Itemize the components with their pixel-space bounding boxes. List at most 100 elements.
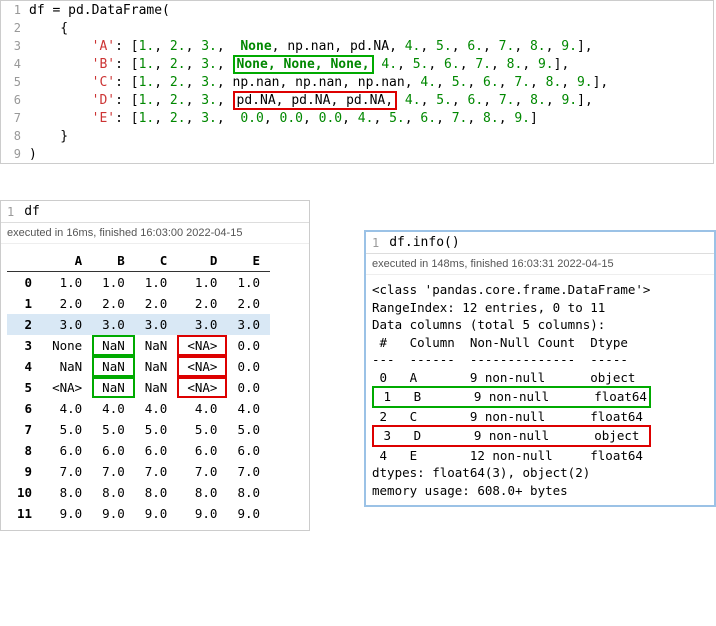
table-header: B [92, 250, 135, 272]
code-token: , [483, 39, 499, 54]
code-token: , np.nan, np.nan, np.nan, [217, 75, 421, 90]
execution-info: executed in 16ms, finished 16:03:00 2022… [1, 223, 309, 244]
code-token: 8. [530, 93, 546, 108]
code-token: { [29, 21, 68, 36]
info-line: # Column Non-Null Count Dtype [372, 334, 708, 352]
code-token: 3. [201, 57, 217, 72]
code-token: 8. [530, 39, 546, 54]
table-row: 108.08.08.08.08.0 [7, 482, 270, 503]
line-number: 5 [1, 75, 29, 89]
code-line[interactable]: 3 'A': [1., 2., 3., None, np.nan, pd.NA,… [1, 37, 713, 55]
code-token: 8. [507, 57, 523, 72]
code-token: , [561, 75, 577, 90]
code-token: 'D' [92, 93, 115, 108]
code-token: , [514, 39, 530, 54]
table-row: 75.05.05.05.05.0 [7, 419, 270, 440]
code-editor[interactable]: 1df = pd.DataFrame(2 {3 'A': [1., 2., 3.… [0, 0, 714, 164]
code-token: ) [29, 147, 37, 162]
code-token: ], [593, 75, 609, 90]
code-content[interactable]: } [29, 129, 713, 144]
code-line[interactable]: 4 'B': [1., 2., 3., None, None, None, 4.… [1, 55, 713, 73]
code-line[interactable]: 6 'D': [1., 2., 3., pd.NA, pd.NA, pd.NA,… [1, 91, 713, 109]
table-cell: <NA> [177, 377, 227, 398]
code-token: 6. [467, 39, 483, 54]
code-token: , [405, 111, 421, 126]
code-line[interactable]: 9) [1, 145, 713, 163]
table-cell: <NA> [177, 335, 227, 356]
code-token: 2. [170, 57, 186, 72]
df-output-panel: 1 df executed in 16ms, finished 16:03:00… [0, 200, 310, 531]
code-token: , [436, 111, 452, 126]
line-number: 7 [1, 111, 29, 125]
table-cell: 9.0 [227, 503, 270, 524]
code-token: 'A' [92, 39, 115, 54]
code-token: , [460, 57, 476, 72]
code-token: 5. [413, 57, 429, 72]
code-token: 3. [201, 111, 217, 126]
code-line[interactable]: 1df = pd.DataFrame( [1, 1, 713, 19]
code-line[interactable]: 5 'C': [1., 2., 3., np.nan, np.nan, np.n… [1, 73, 713, 91]
code-content[interactable]: ) [29, 147, 713, 162]
code-token: ] [530, 111, 538, 126]
table-cell: 7.0 [227, 461, 270, 482]
table-row: 3NoneNaNNaN<NA>0.0 [7, 335, 270, 356]
code-line[interactable]: 7 'E': [1., 2., 3., 0.0, 0.0, 0.0, 4., 5… [1, 109, 713, 127]
row-index: 5 [7, 377, 42, 398]
line-number: 1 [1, 3, 29, 17]
table-cell: 5.0 [92, 419, 135, 440]
info-line: RangeIndex: 12 entries, 0 to 11 [372, 299, 708, 317]
code-content[interactable]: 'D': [1., 2., 3., pd.NA, pd.NA, pd.NA, 4… [29, 93, 713, 108]
code-content[interactable]: 'E': [1., 2., 3., 0.0, 0.0, 0.0, 4., 5.,… [29, 111, 713, 126]
table-row: 97.07.07.07.07.0 [7, 461, 270, 482]
info-line: memory usage: 608.0+ bytes [372, 482, 708, 500]
cell-code[interactable]: df.info() [389, 235, 459, 250]
code-token: , [428, 57, 444, 72]
code-token: ], [554, 57, 570, 72]
code-token: 6. [444, 57, 460, 72]
code-line[interactable]: 2 { [1, 19, 713, 37]
code-content[interactable]: 'C': [1., 2., 3., np.nan, np.nan, np.nan… [29, 75, 713, 90]
table-cell: 6.0 [135, 440, 178, 461]
table-cell: 2.0 [92, 293, 135, 314]
code-token: 9. [577, 75, 593, 90]
code-token: 9. [538, 57, 554, 72]
cell-code[interactable]: df [24, 204, 40, 219]
code-token: 4. [358, 111, 374, 126]
code-token: 1. [139, 111, 155, 126]
table-cell: 2.0 [227, 293, 270, 314]
row-index: 0 [7, 272, 42, 294]
code-content[interactable]: 'A': [1., 2., 3., None, np.nan, pd.NA, 4… [29, 39, 713, 54]
code-content[interactable]: { [29, 21, 713, 36]
code-token: , [264, 111, 280, 126]
table-row: 86.06.06.06.06.0 [7, 440, 270, 461]
line-number: 8 [1, 129, 29, 143]
row-index: 1 [7, 293, 42, 314]
info-line: Data columns (total 5 columns): [372, 316, 708, 334]
table-cell: 0.0 [227, 356, 270, 377]
code-token: , [397, 57, 413, 72]
code-token: , [499, 75, 515, 90]
code-content[interactable]: 'B': [1., 2., 3., None, None, None, 4., … [29, 57, 713, 72]
code-token: : [ [115, 93, 138, 108]
code-token: 7. [475, 57, 491, 72]
code-token: , [154, 75, 170, 90]
table-cell: 4.0 [227, 398, 270, 419]
code-token: , [342, 111, 358, 126]
table-cell: NaN [135, 335, 178, 356]
code-token: 1. [139, 39, 155, 54]
code-token: 7. [452, 111, 468, 126]
code-line[interactable]: 8 } [1, 127, 713, 145]
row-index: 6 [7, 398, 42, 419]
info-line: 2 C 9 non-null float64 [372, 408, 708, 426]
code-token: , [522, 57, 538, 72]
code-token: , [217, 57, 233, 72]
row-index: 8 [7, 440, 42, 461]
table-cell: 5.0 [227, 419, 270, 440]
code-content[interactable]: df = pd.DataFrame( [29, 3, 713, 18]
code-token: 2. [170, 39, 186, 54]
table-cell: 8.0 [177, 482, 227, 503]
code-token: 5. [452, 75, 468, 90]
code-token: , [186, 111, 202, 126]
row-index: 11 [7, 503, 42, 524]
code-token: , np.nan, pd.NA, [272, 39, 405, 54]
